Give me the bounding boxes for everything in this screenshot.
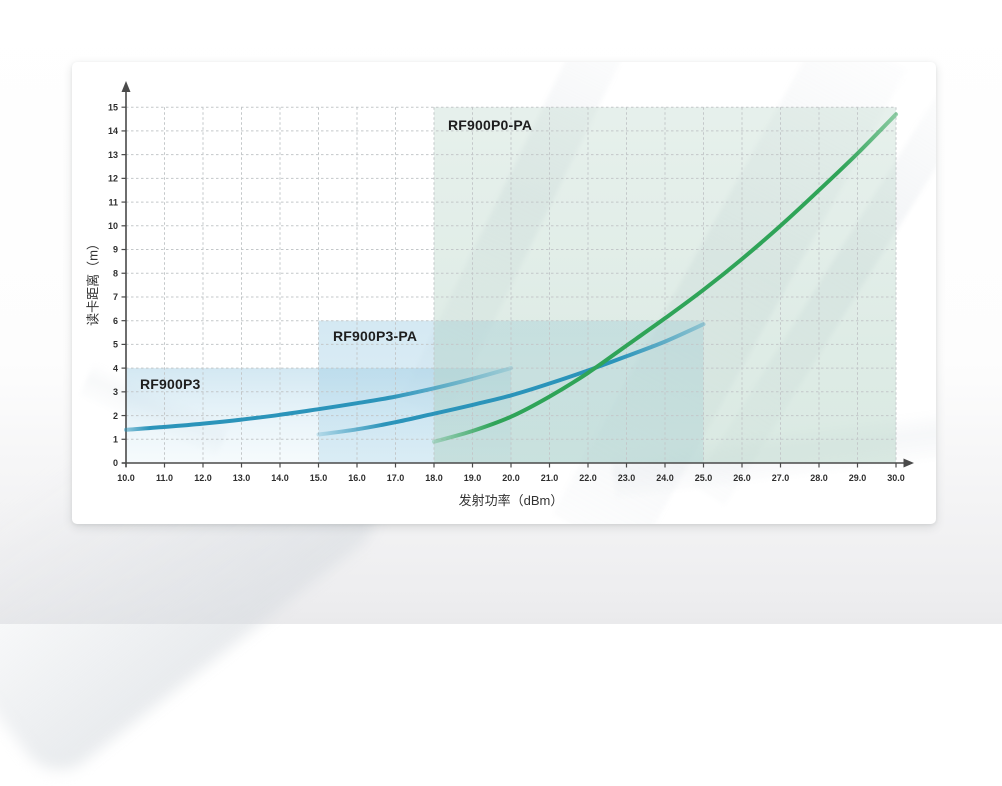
series-curves <box>124 112 898 444</box>
line-chart: 10.0 11.0 12.0 13.0 14.0 15.0 16.0 17.0 18.0 19.0… <box>108 81 914 483</box>
y-tick-label: 13 <box>108 150 118 160</box>
y-axis-title: 读卡距离（m） <box>85 237 101 326</box>
curve-rf900p0-pa <box>432 112 898 444</box>
region-label-rf900p3-pa: RF900P3-PA <box>333 328 418 344</box>
x-tick-label: 19.0 <box>464 473 482 483</box>
x-tick-label: 23.0 <box>618 473 636 483</box>
y-tick-label: 5 <box>113 340 118 350</box>
y-tick-label: 2 <box>113 411 118 421</box>
y-tick-label: 11 <box>108 197 118 207</box>
x-tick-label: 10.0 <box>117 473 135 483</box>
y-tick-label: 4 <box>113 363 118 373</box>
y-tick-label: 12 <box>108 174 118 184</box>
x-tick-label: 12.0 <box>194 473 212 483</box>
y-tick-label: 15 <box>108 102 118 112</box>
tick-marks <box>121 106 897 468</box>
y-tick-label: 8 <box>113 268 118 278</box>
x-tick-label: 13.0 <box>233 473 251 483</box>
x-tick-label: 25.0 <box>695 473 713 483</box>
x-tick-label: 28.0 <box>810 473 828 483</box>
y-tick-label: 0 <box>113 458 118 468</box>
y-axis-arrow <box>121 81 131 92</box>
region-label-rf900p0-pa: RF900P0-PA <box>448 117 533 133</box>
x-tick-label: 18.0 <box>425 473 443 483</box>
x-tick-label: 11.0 <box>156 473 173 483</box>
x-tick-label: 14.0 <box>271 473 289 483</box>
axes <box>121 81 914 468</box>
chart-card: 10.0 11.0 12.0 13.0 14.0 15.0 16.0 17.0 18.0 19.0… <box>72 62 936 524</box>
x-tick-label: 30.0 <box>887 473 905 483</box>
y-tick-label: 10 <box>108 221 118 231</box>
x-tick-label: 27.0 <box>772 473 790 483</box>
x-tick-label: 29.0 <box>849 473 867 483</box>
x-axis-title: 发射功率（dBm） <box>458 493 564 508</box>
y-tick-label: 7 <box>113 292 118 302</box>
x-tick-label: 22.0 <box>579 473 597 483</box>
region-label-rf900p3: RF900P3 <box>140 376 201 392</box>
x-tick-label: 21.0 <box>541 473 559 483</box>
tick-labels: 10.0 11.0 12.0 13.0 14.0 15.0 16.0 17.0 18.0 19.0… <box>108 102 905 483</box>
y-tick-label: 14 <box>108 126 118 136</box>
y-tick-label: 1 <box>113 434 118 444</box>
x-tick-label: 26.0 <box>733 473 751 483</box>
x-tick-label: 16.0 <box>348 473 366 483</box>
curve-rf900p3 <box>124 366 513 432</box>
x-tick-label: 15.0 <box>310 473 328 483</box>
x-axis-arrow <box>903 458 914 468</box>
x-tick-label: 17.0 <box>387 473 405 483</box>
y-tick-label: 3 <box>113 387 118 397</box>
y-tick-label: 9 <box>113 245 118 255</box>
x-tick-label: 24.0 <box>656 473 674 483</box>
y-tick-label: 6 <box>113 316 118 326</box>
curve-rf900p3-pa <box>316 322 706 437</box>
x-tick-label: 20.0 <box>502 473 520 483</box>
